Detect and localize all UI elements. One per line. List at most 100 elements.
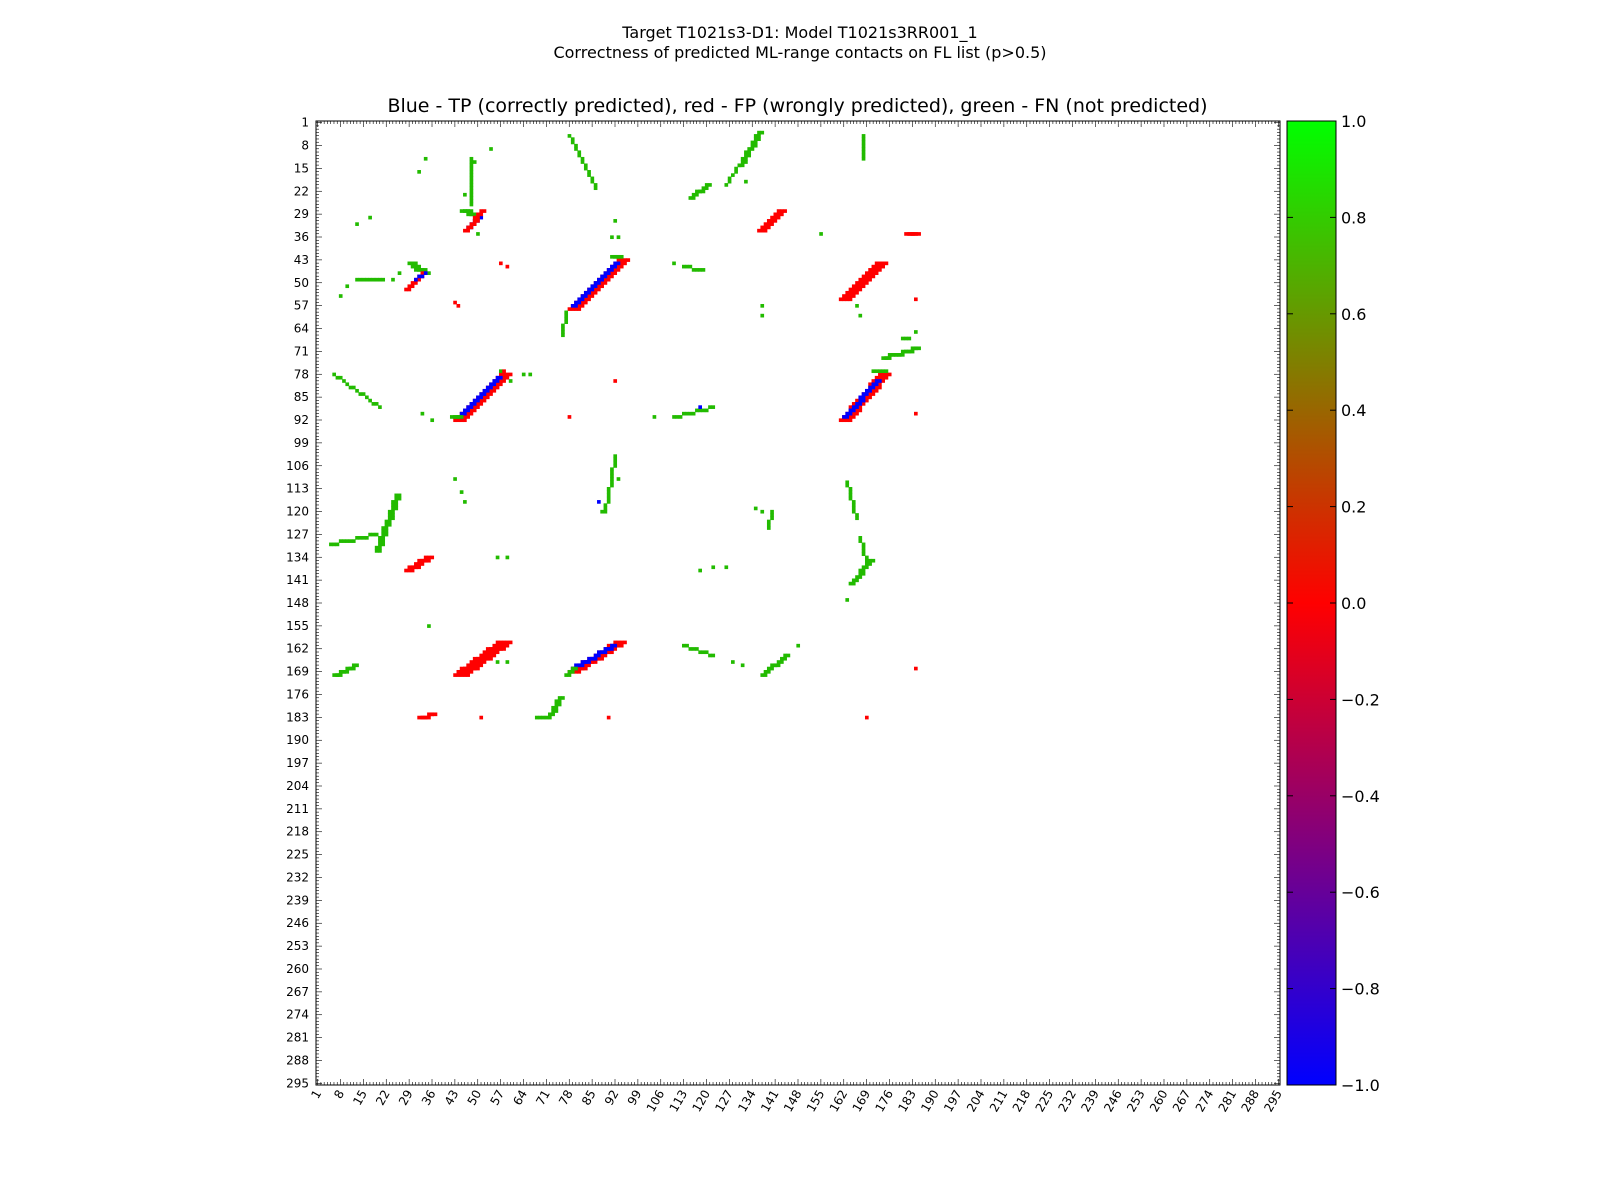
contact-cell-fp [472, 405, 477, 409]
contact-cell-tp [423, 271, 428, 275]
contact-cell-fn [459, 415, 464, 419]
contact-cell-fp [597, 287, 601, 292]
contact-cell-tp [603, 647, 608, 651]
contact-cell-fp [851, 290, 856, 295]
contact-cell-fn [744, 160, 748, 164]
contact-cell-fn [397, 496, 402, 501]
contact-cell-fp [864, 271, 869, 275]
contact-cell-fn [469, 179, 474, 184]
contact-cell-fn [871, 558, 876, 563]
contact-cell-fn [845, 480, 850, 485]
contact-cell-fn [342, 379, 346, 383]
contact-cell-fp [858, 277, 863, 282]
x-tick-label: 29 [396, 1088, 416, 1108]
y-tick-label: 281 [286, 1031, 309, 1045]
contact-cell-tp [587, 287, 591, 292]
contact-cell-tp [613, 643, 618, 648]
contact-cell-fn [744, 179, 748, 184]
contact-cell-fn [567, 669, 572, 674]
axis-ticks [316, 121, 1280, 1085]
contact-cell-fn [904, 336, 908, 341]
contact-cell-fn [783, 653, 787, 658]
contact-cell-fn [590, 179, 595, 184]
contact-cell-tp [878, 379, 882, 383]
contact-cell-fp [619, 261, 624, 266]
contact-cell-fn [704, 408, 709, 413]
contact-cell-fp [463, 415, 467, 419]
contact-cell-fn [345, 284, 350, 289]
contact-cell-fp [472, 219, 477, 223]
x-tick-label: 274 [1193, 1088, 1217, 1115]
contact-cell-fn [740, 663, 745, 668]
contact-cell-fn [770, 513, 774, 517]
contact-cell-fn [760, 303, 765, 308]
colorbar-tick-label: −0.8 [1341, 980, 1380, 999]
colorbar-tick-label: 1.0 [1341, 112, 1366, 131]
contact-cell-fn [335, 375, 340, 380]
contact-cell-fp [619, 258, 624, 262]
contact-cell-tp [489, 382, 493, 387]
contact-cell-fn [332, 673, 337, 677]
contact-cell-fp [505, 640, 510, 645]
contact-cell-fp [410, 281, 415, 285]
contact-cell-fn [691, 647, 696, 651]
contact-cell-fn [855, 578, 859, 583]
contact-cell-fp [855, 290, 859, 295]
contact-cell-fp [848, 297, 853, 302]
contact-cell-fp [407, 287, 412, 292]
contact-cell-tp [587, 290, 591, 295]
contact-cell-fp [476, 656, 480, 661]
y-tick-label: 169 [286, 665, 309, 679]
contact-cell-fp [766, 225, 771, 230]
contact-cell-fp [414, 281, 418, 285]
contact-cell-fn [864, 558, 869, 563]
contact-cell-fn [763, 673, 768, 677]
contact-cell-fn [557, 699, 562, 704]
contact-cell-tp [871, 385, 876, 390]
contact-cell-fp [417, 715, 421, 720]
contact-cell-fp [606, 277, 611, 282]
contact-cell-fn [766, 666, 771, 671]
contact-cell-fp [619, 643, 624, 648]
contact-cell-tp [610, 264, 614, 269]
contact-cell-fp [864, 281, 869, 285]
x-tick-label: 253 [1124, 1088, 1148, 1115]
contact-cell-fn [848, 581, 853, 586]
contact-cell-fn [381, 529, 386, 534]
contact-cell-fp [577, 303, 582, 308]
contact-cell-fn [770, 663, 774, 668]
contact-cell-fn [345, 382, 350, 387]
contact-cell-fn [338, 294, 343, 298]
contact-cell-fn [374, 277, 379, 282]
y-tick-label: 92 [294, 413, 309, 427]
contact-cell-fp [479, 656, 484, 661]
contact-cell-fp [871, 379, 876, 383]
contact-cell-fp [851, 284, 856, 289]
x-tick-label: 204 [964, 1088, 988, 1115]
contact-cell-fp [580, 303, 585, 308]
contact-cell-tp [577, 297, 582, 302]
x-tick-label: 71 [533, 1088, 553, 1108]
contact-cell-fn [610, 467, 614, 472]
contact-cell-tp [606, 271, 611, 275]
contact-cell-fn [384, 529, 389, 534]
contact-cell-tp [580, 663, 585, 668]
x-tick-label: 22 [373, 1088, 393, 1108]
colorbar-tick-label: −0.2 [1341, 690, 1380, 709]
contact-cell-tp [610, 268, 614, 272]
contact-cell-fn [397, 271, 402, 275]
contact-cell-fn [456, 415, 461, 419]
x-tick-label: 260 [1147, 1088, 1171, 1115]
contact-cell-fp [871, 268, 876, 272]
contact-cell-tp [466, 405, 470, 409]
contact-cell-fp [619, 640, 624, 645]
contact-cell-fn [420, 268, 425, 272]
contact-cell-fp [463, 418, 467, 423]
contact-cell-fn [374, 532, 379, 537]
contact-cell-fp [410, 565, 415, 570]
contact-cell-fp [864, 715, 869, 720]
contact-cell-fn [463, 500, 467, 504]
contact-cell-fp [917, 232, 921, 236]
contact-cell-fn [603, 509, 608, 514]
contact-cell-fn [410, 261, 415, 266]
